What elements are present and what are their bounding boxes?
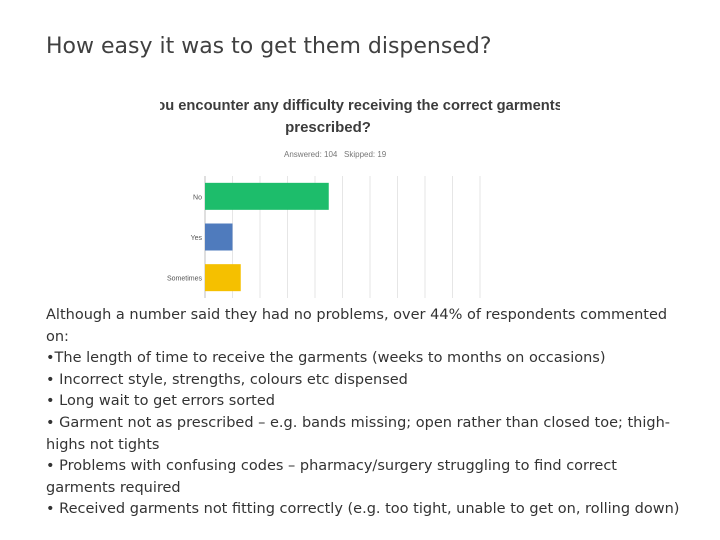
chart-title-line-1: Q16 Did you encounter any difficulty rec… xyxy=(160,98,560,114)
body-line: • Long wait to get errors sorted xyxy=(46,393,275,410)
bar-yes xyxy=(205,223,233,251)
category-label-yes: Yes xyxy=(191,235,203,242)
chart-category-labels: No Yes Sometimes xyxy=(167,194,203,282)
body-line: • Problems with confusing codes – pharma… xyxy=(46,458,617,496)
body-line: • Garment not as prescribed – e.g. bands… xyxy=(46,414,671,453)
category-label-no: No xyxy=(193,194,202,201)
answered-count: Answered: 104 xyxy=(284,150,338,159)
slide-title: How easy it was to get them dispensed? xyxy=(46,34,492,59)
skipped-count: Skipped: 19 xyxy=(344,150,387,159)
body-text: Although a number said they had no probl… xyxy=(46,305,686,521)
chart-title-line-2: prescribed? xyxy=(285,119,371,136)
bar-sometimes xyxy=(205,264,241,292)
category-label-sometimes: Sometimes xyxy=(167,276,203,283)
chart-bars xyxy=(205,182,329,292)
survey-bar-chart: Q16 Did you encounter any difficulty rec… xyxy=(160,98,560,298)
body-line: •The length of time to receive the garme… xyxy=(46,350,606,367)
body-line: Although a number said they had no probl… xyxy=(46,307,668,345)
body-line: • Received garments not fitting correctl… xyxy=(46,501,680,518)
bar-no xyxy=(205,182,329,210)
body-line: • Incorrect style, strengths, colours et… xyxy=(46,371,408,388)
